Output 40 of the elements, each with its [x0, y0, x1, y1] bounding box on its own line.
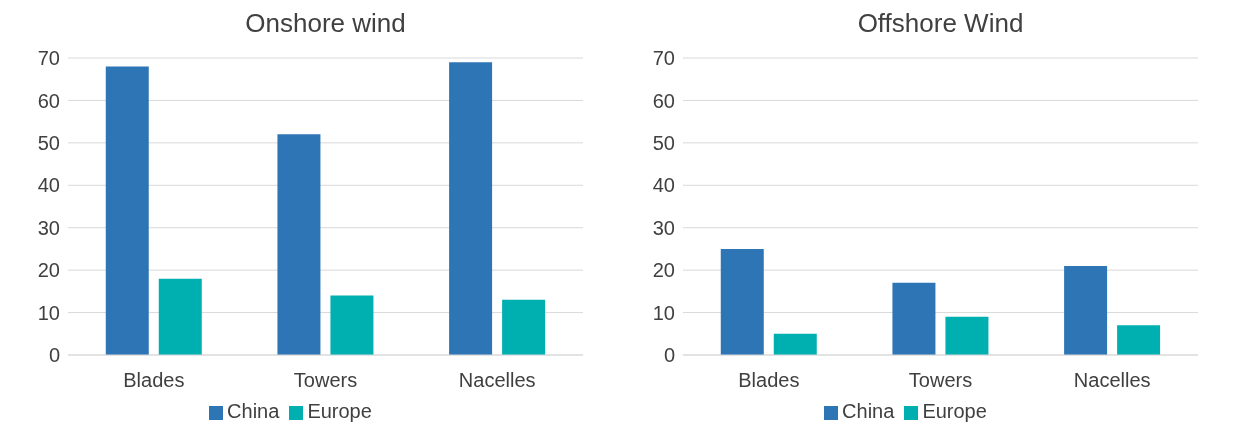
bar — [277, 134, 321, 355]
y-tick-label: 40 — [37, 174, 60, 197]
bar — [502, 299, 546, 355]
y-tick-label: 60 — [652, 89, 675, 112]
y-tick-label: 30 — [652, 216, 675, 239]
legend-label: Europe — [922, 400, 987, 422]
bar — [892, 282, 936, 355]
x-tick-label: Blades — [738, 369, 800, 392]
y-tick-label: 30 — [37, 216, 60, 239]
x-tick-label: Blades — [123, 369, 185, 392]
y-tick-label: 20 — [652, 259, 675, 282]
bar — [449, 62, 493, 355]
bar — [330, 295, 374, 355]
y-tick-label: 10 — [37, 301, 60, 324]
x-tick-label: Nacelles — [458, 369, 536, 392]
bar — [1117, 325, 1161, 355]
x-tick-label: Towers — [908, 369, 973, 392]
x-tick-label: Nacelles — [1073, 369, 1151, 392]
x-tick-label: Towers — [293, 369, 358, 392]
y-tick-label: 70 — [652, 47, 675, 70]
y-tick-label: 60 — [37, 89, 60, 112]
y-tick-label: 50 — [37, 131, 60, 154]
bar — [945, 316, 989, 355]
legend-label: Europe — [307, 400, 372, 422]
legend-label: China — [842, 400, 895, 422]
chart-title: Offshore Wind — [856, 8, 1025, 40]
y-tick-label: 10 — [652, 301, 675, 324]
legend-label: China — [227, 400, 280, 422]
y-tick-label: 20 — [37, 259, 60, 282]
bar — [773, 333, 817, 355]
y-tick-label: 0 — [48, 344, 60, 367]
bar — [158, 278, 202, 355]
bar — [720, 248, 764, 355]
chart-title: Onshore wind — [244, 8, 407, 40]
y-tick-label: 70 — [37, 47, 60, 70]
y-tick-label: 0 — [663, 344, 675, 367]
bar — [1064, 265, 1108, 355]
y-tick-label: 50 — [652, 131, 675, 154]
y-tick-label: 40 — [652, 174, 675, 197]
bar — [105, 66, 149, 355]
